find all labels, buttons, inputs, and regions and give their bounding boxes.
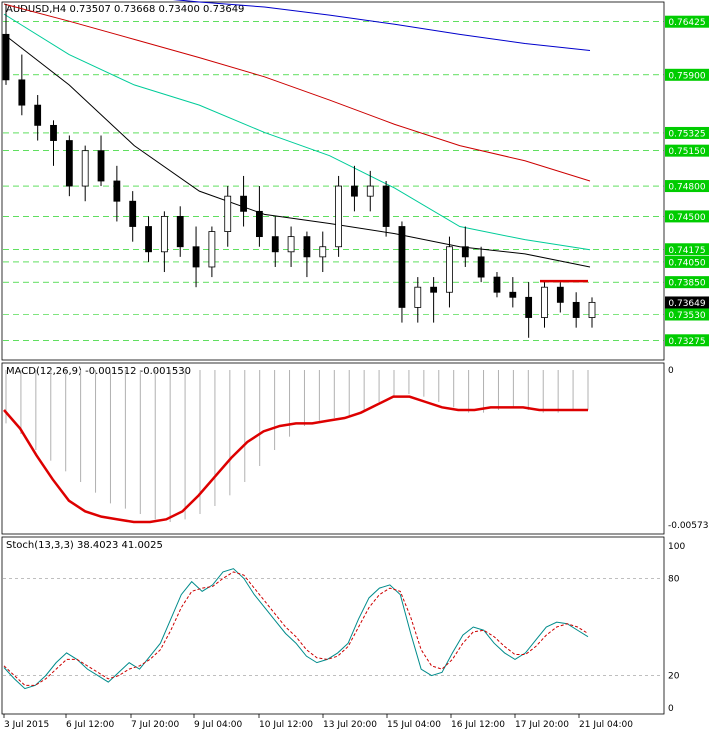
x-tick-label: 6 Jul 12:00 — [66, 720, 115, 730]
candle-body — [240, 195, 247, 212]
candle-body — [287, 236, 295, 253]
candle-body — [2, 33, 10, 81]
stoch-tick: 100 — [668, 542, 685, 552]
macd-plot — [3, 370, 589, 524]
ma-blue-line — [172, 0, 591, 52]
x-tick-label: 17 Jul 20:00 — [515, 720, 569, 730]
stoch-tick: 0 — [668, 704, 674, 714]
level-label-text: 0.74175 — [668, 246, 705, 256]
x-tick-label: 9 Jul 04:00 — [194, 720, 243, 730]
x-tick-label: 10 Jul 12:00 — [259, 720, 313, 730]
candle-body — [113, 180, 121, 202]
level-label-box — [665, 180, 709, 193]
stoch-title: Stoch(13,3,3) 38.4023 41.0025 — [6, 540, 163, 551]
candle-body — [398, 226, 406, 308]
x-tick-label: 7 Jul 20:00 — [131, 720, 180, 730]
candle-body — [493, 276, 501, 293]
macd-panel — [1, 362, 665, 535]
stoch-panel — [1, 536, 665, 715]
level-label-box — [665, 144, 709, 157]
level-label-box — [665, 15, 709, 28]
candle-body — [224, 195, 232, 232]
stoch-tick: 20 — [668, 672, 680, 682]
candle-body — [382, 185, 390, 227]
level-label-text: 0.74500 — [668, 213, 705, 223]
candle-body — [541, 286, 548, 318]
candle-body — [192, 246, 200, 268]
candle-body — [461, 246, 469, 258]
macd-tick: -0.00573 — [668, 521, 708, 531]
candle-body — [525, 296, 533, 318]
candle-body — [446, 246, 453, 293]
level-label-text: 0.74050 — [668, 258, 705, 268]
candle-body — [208, 231, 216, 268]
stoch-k-line — [3, 568, 589, 690]
stoch-plot — [3, 568, 664, 690]
candle-body — [366, 185, 374, 197]
level-label-box — [665, 308, 709, 321]
stoch-tick: 80 — [668, 574, 680, 584]
x-tick-label: 3 Jul 2015 — [4, 720, 49, 730]
price-plot — [2, 0, 664, 341]
candle-body — [319, 246, 327, 258]
level-label-box — [665, 126, 709, 139]
macd-signal-line — [3, 395, 588, 524]
level-label-text: 0.76425 — [668, 18, 705, 28]
candle-body — [34, 104, 42, 126]
candle-body — [18, 79, 26, 106]
level-label-text: 0.73275 — [668, 337, 705, 347]
level-label-box — [665, 210, 709, 223]
candle-body — [414, 286, 422, 308]
level-label-box — [665, 276, 709, 289]
candle-body — [145, 226, 152, 253]
candle-body — [256, 210, 263, 238]
level-label-box — [665, 334, 709, 347]
candle-body — [351, 185, 358, 197]
level-label-text: 0.74800 — [668, 183, 705, 193]
level-label-box — [665, 255, 709, 268]
x-tick-label: 15 Jul 04:00 — [387, 720, 441, 730]
candle-body — [97, 150, 105, 182]
candle-body — [176, 215, 184, 248]
candle-body — [303, 236, 311, 258]
current-price-box — [665, 296, 709, 309]
price-title: AUDUSD,H4 0.73507 0.73668 0.73400 0.7364… — [6, 4, 244, 15]
x-tick-label: 13 Jul 20:00 — [323, 720, 377, 730]
level-label-text: 0.75900 — [668, 71, 705, 81]
candle-body — [430, 286, 438, 293]
ma-green-line — [3, 13, 591, 251]
macd-tick: 0 — [668, 366, 674, 376]
level-label-text: 0.75150 — [668, 147, 705, 157]
x-tick-label: 21 Jul 04:00 — [579, 720, 633, 730]
ma-black-line — [3, 33, 591, 268]
candle-body — [509, 291, 517, 298]
macd-title: MACD(12,26,9) -0.001512 -0.001530 — [6, 366, 191, 377]
candle-body — [160, 215, 168, 253]
ma-red-line — [3, 3, 591, 182]
level-label-box — [665, 243, 709, 256]
candle-body — [50, 124, 57, 141]
price-panel — [1, 1, 665, 361]
candle-body — [572, 301, 580, 318]
level-label-text: 0.73530 — [668, 311, 705, 321]
candle-body — [129, 200, 137, 227]
level-label-text: 0.73850 — [668, 279, 705, 289]
candle-body — [477, 256, 485, 278]
candle-body — [271, 236, 279, 253]
candle-body — [81, 150, 89, 187]
candle-body — [65, 140, 73, 187]
candle-body — [335, 185, 342, 248]
current-price-text: 0.73649 — [668, 299, 705, 309]
candle-body — [588, 301, 596, 318]
x-tick-label: 16 Jul 12:00 — [451, 720, 505, 730]
level-label-box — [665, 68, 709, 81]
stoch-d-line — [3, 571, 589, 686]
level-label-text: 0.75325 — [668, 129, 705, 139]
axes: 0.76425 0.75900 0.75325 0.75150 0.74800 0.745… — [3, 15, 709, 730]
candle-body — [556, 286, 564, 303]
